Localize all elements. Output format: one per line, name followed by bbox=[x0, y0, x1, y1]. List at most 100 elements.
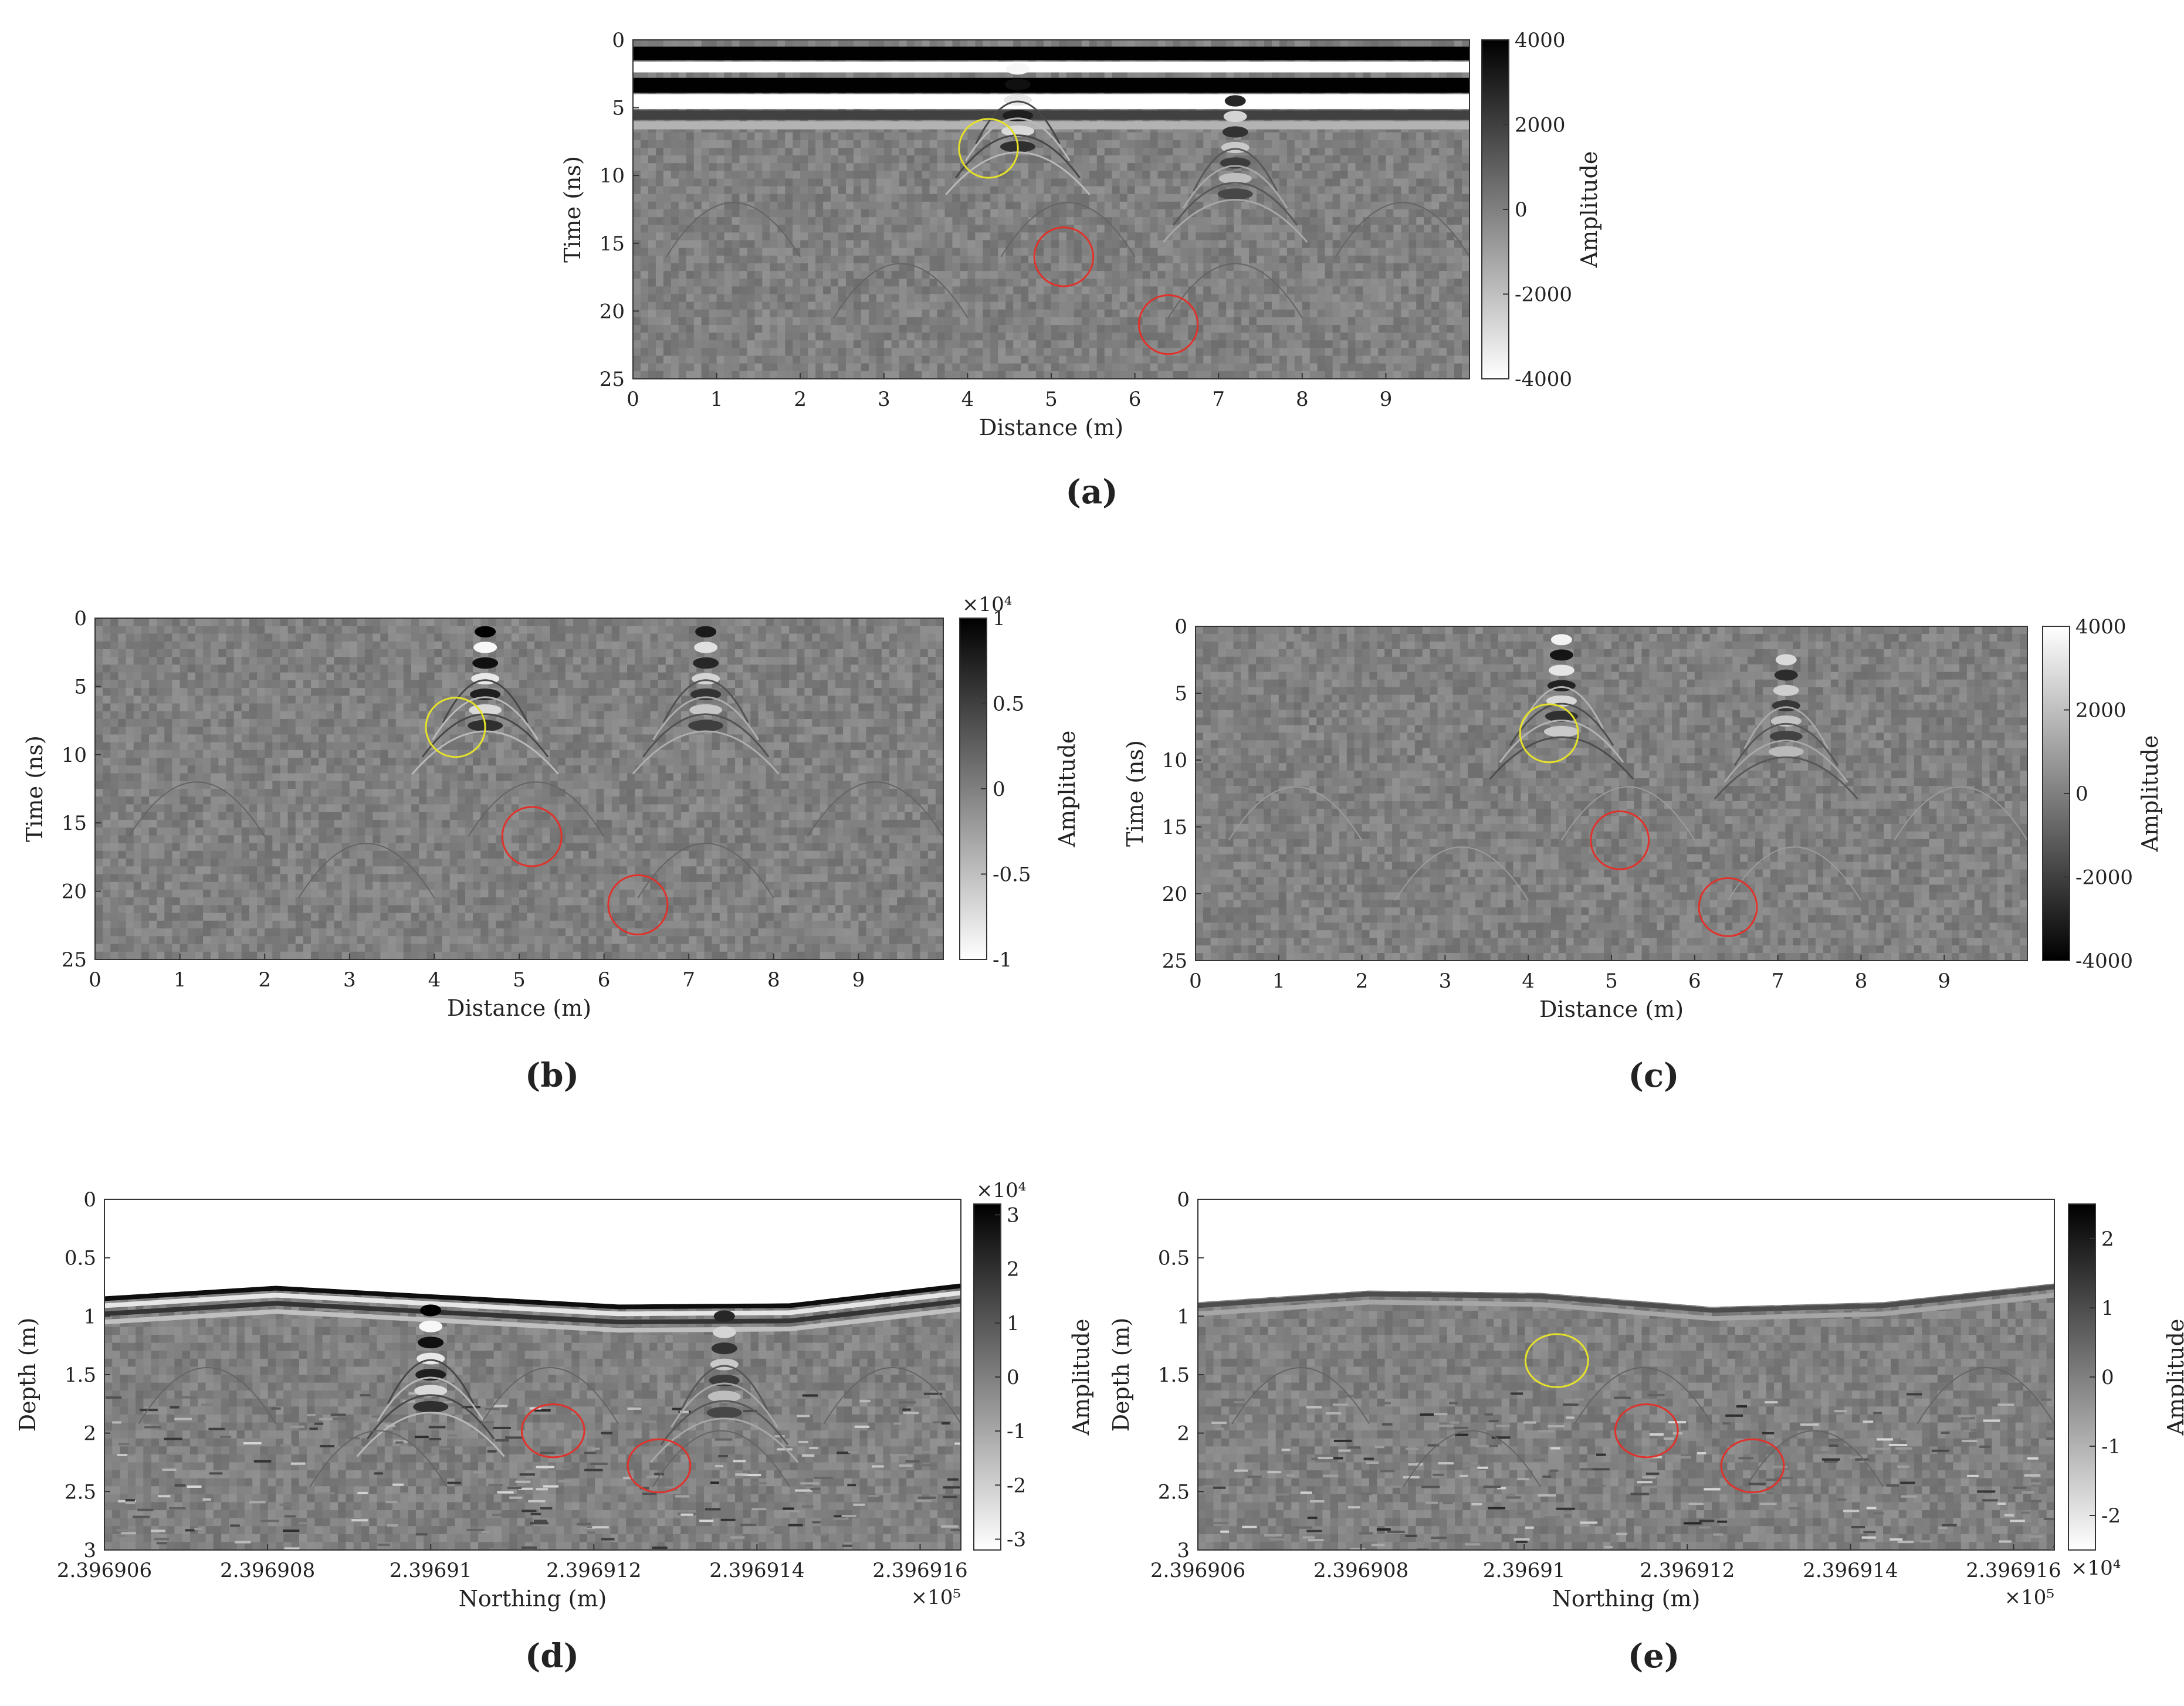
noise-cell bbox=[808, 294, 816, 303]
noise-cell bbox=[838, 140, 846, 148]
noise-cell bbox=[1013, 317, 1021, 325]
noise-cell bbox=[1226, 209, 1234, 218]
noise-cell bbox=[732, 147, 740, 156]
noise-cell bbox=[1271, 163, 1280, 171]
noise-cell bbox=[724, 294, 733, 303]
noise-cell bbox=[1332, 186, 1341, 195]
noise-cell bbox=[678, 171, 687, 179]
noise-cell bbox=[95, 649, 103, 657]
noise-cell bbox=[1165, 132, 1174, 141]
noise-cell bbox=[998, 271, 1006, 279]
noise-cell bbox=[1036, 333, 1044, 341]
noise-cell bbox=[1119, 155, 1128, 164]
noise-cell bbox=[1234, 301, 1242, 310]
noise-cell bbox=[648, 171, 656, 179]
noise-cell bbox=[1416, 348, 1424, 357]
noise-cell bbox=[1196, 225, 1204, 233]
noise-cell bbox=[1234, 232, 1242, 241]
noise-cell bbox=[891, 301, 900, 310]
noise-cell bbox=[1286, 40, 1295, 48]
noise-cell bbox=[1089, 363, 1098, 372]
noise-cell bbox=[967, 317, 976, 325]
noise-cell bbox=[1363, 255, 1372, 264]
noise-cell bbox=[998, 40, 1006, 48]
noise-cell bbox=[876, 340, 885, 349]
noise-cell bbox=[1157, 263, 1166, 272]
noise-cell bbox=[861, 348, 869, 357]
noise-cell bbox=[808, 201, 816, 210]
noise-cell bbox=[770, 263, 778, 272]
noise-cell bbox=[1044, 217, 1052, 225]
noise-cell bbox=[983, 271, 991, 279]
noise-cell bbox=[808, 217, 816, 225]
noise-cell bbox=[716, 147, 725, 156]
noise-cell bbox=[1378, 309, 1386, 318]
noise-cell bbox=[793, 286, 801, 295]
noise-cell bbox=[95, 789, 103, 797]
noise-cell bbox=[1112, 279, 1120, 287]
noise-cell bbox=[990, 209, 998, 218]
noise-cell bbox=[883, 348, 892, 357]
noise-cell bbox=[1424, 340, 1432, 349]
noise-cell bbox=[1294, 255, 1303, 264]
noise-cell bbox=[883, 333, 892, 341]
noise-cell bbox=[1021, 247, 1029, 256]
noise-cell bbox=[800, 178, 808, 187]
noise-cell bbox=[1370, 147, 1379, 156]
noise-cell bbox=[1302, 286, 1311, 295]
noise-cell bbox=[1302, 178, 1311, 187]
noise-cell bbox=[655, 363, 664, 372]
noise-cell bbox=[823, 186, 831, 195]
noise-cell bbox=[1408, 348, 1417, 357]
noise-cell bbox=[1431, 132, 1440, 141]
noise-cell bbox=[808, 355, 816, 364]
noise-cell bbox=[754, 240, 763, 249]
noise-cell bbox=[914, 240, 923, 249]
noise-cell bbox=[701, 247, 710, 256]
noise-cell bbox=[990, 240, 998, 249]
noise-cell bbox=[1028, 201, 1037, 210]
noise-cell bbox=[1203, 340, 1211, 349]
noise-cell bbox=[998, 232, 1006, 241]
noise-cell bbox=[960, 217, 968, 225]
noise-cell bbox=[1439, 355, 1447, 364]
noise-cell bbox=[1416, 247, 1424, 256]
noise-cell bbox=[1051, 301, 1059, 310]
noise-cell bbox=[831, 163, 839, 171]
noise-cell bbox=[1096, 340, 1105, 349]
direct-wave-band bbox=[633, 121, 1469, 130]
noise-cell bbox=[793, 163, 801, 171]
noise-cell bbox=[1234, 317, 1242, 325]
noise-cell bbox=[1150, 317, 1159, 325]
noise-cell bbox=[739, 171, 748, 179]
noise-cell bbox=[1081, 317, 1090, 325]
noise-cell bbox=[1112, 363, 1120, 372]
noise-cell bbox=[1431, 263, 1440, 272]
noise-cell bbox=[785, 163, 793, 171]
noise-cell bbox=[716, 309, 725, 318]
noise-cell bbox=[983, 340, 991, 349]
noise-cell bbox=[967, 279, 976, 287]
noise-cell bbox=[1051, 286, 1059, 295]
noise-cell bbox=[983, 194, 991, 202]
noise-cell bbox=[1439, 371, 1447, 379]
noise-cell bbox=[648, 325, 656, 333]
noise-cell bbox=[739, 225, 748, 233]
noise-cell bbox=[1058, 40, 1067, 48]
noise-cell bbox=[1104, 271, 1113, 279]
noise-cell bbox=[1211, 317, 1219, 325]
noise-cell bbox=[1112, 132, 1120, 141]
noise-cell bbox=[1127, 340, 1136, 349]
noise-cell bbox=[732, 263, 740, 272]
noise-cell bbox=[724, 186, 733, 195]
noise-cell bbox=[983, 309, 991, 318]
noise-cell bbox=[754, 178, 763, 187]
noise-cell bbox=[1447, 317, 1455, 325]
noise-cell bbox=[1089, 163, 1098, 171]
noise-cell bbox=[1271, 317, 1280, 325]
noise-cell bbox=[671, 225, 679, 233]
noise-cell bbox=[777, 355, 785, 364]
noise-cell bbox=[1196, 271, 1204, 279]
noise-cell bbox=[1066, 294, 1075, 303]
noise-cell bbox=[1271, 217, 1280, 225]
